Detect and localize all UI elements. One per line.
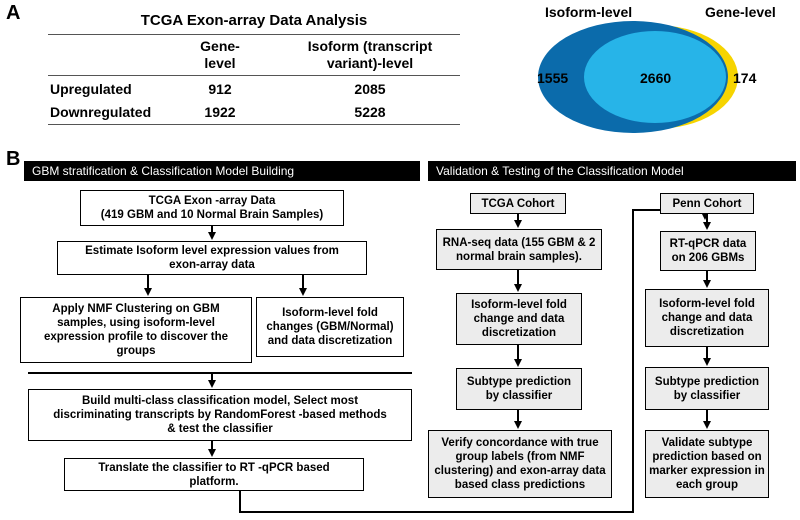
venn-diagram xyxy=(538,21,738,133)
box-nmf-clustering: Apply NMF Clustering on GBM samples, usin… xyxy=(20,297,252,363)
table-bottom-rule xyxy=(48,124,460,125)
box-tcga-subtype-prediction: Subtype prediction by classifier xyxy=(456,368,582,410)
venn-count-isoform-only: 1555 xyxy=(537,70,569,86)
venn-count-gene-only: 174 xyxy=(733,70,757,86)
panel-a-label: A xyxy=(6,2,21,24)
table-title: TCGA Exon-array Data Analysis xyxy=(140,12,368,29)
cell-up-isoform: 2085 xyxy=(354,81,386,97)
box-penn-cohort: Penn Cohort xyxy=(660,193,754,214)
col-header-gene: Gene- level xyxy=(200,38,240,71)
cell-down-gene: 1922 xyxy=(204,104,236,120)
panel-b-label: B xyxy=(6,148,21,170)
box-verify-concordance: Verify concordance with true group labels… xyxy=(428,430,612,498)
box-translate-classifier: Translate the classifier to RT -qPCR bas… xyxy=(64,458,364,491)
venn-label-gene: Gene-level xyxy=(705,4,776,20)
row-label-downregulated: Downregulated xyxy=(50,104,152,120)
box-estimate-isoform-expression: Estimate Isoform level expression values… xyxy=(57,241,367,275)
cell-up-gene: 912 xyxy=(208,81,232,97)
venn-overlap-ellipse xyxy=(584,31,726,123)
box-penn-subtype-prediction: Subtype prediction by classifier xyxy=(645,367,769,410)
venn-count-overlap: 2660 xyxy=(640,70,672,86)
venn-label-isoform: Isoform-level xyxy=(545,4,633,20)
col-header-isoform: Isoform (transcript variant)-level xyxy=(307,38,433,71)
row-label-upregulated: Upregulated xyxy=(50,81,132,97)
box-build-classification-model: Build multi-class classification model, … xyxy=(28,389,412,441)
box-tcga-cohort: TCGA Cohort xyxy=(470,193,566,214)
box-rtqpcr-data: RT-qPCR data on 206 GBMs xyxy=(660,231,756,271)
table-header-rule xyxy=(48,75,460,76)
box-rnaseq-data: RNA-seq data (155 GBM & 2 normal brain sa… xyxy=(436,229,602,270)
box-tcga-fold-change: Isoform-level fold change and data discret… xyxy=(456,293,582,345)
table-top-rule xyxy=(48,34,460,35)
box-validate-subtype: Validate subtype prediction based on marke… xyxy=(645,430,769,498)
left-section-header: GBM stratification & Classification Mode… xyxy=(24,161,420,181)
box-isoform-fold-changes: Isoform-level fold changes (GBM/Normal) an… xyxy=(256,297,404,357)
cell-down-isoform: 5228 xyxy=(354,104,386,120)
right-section-header: Validation & Testing of the Classificati… xyxy=(428,161,796,181)
box-tcga-exon-array-data: TCGA Exon -array Data (419 GBM and 10 Nor… xyxy=(80,190,344,226)
box-penn-fold-change: Isoform-level fold change and data discret… xyxy=(645,289,769,347)
